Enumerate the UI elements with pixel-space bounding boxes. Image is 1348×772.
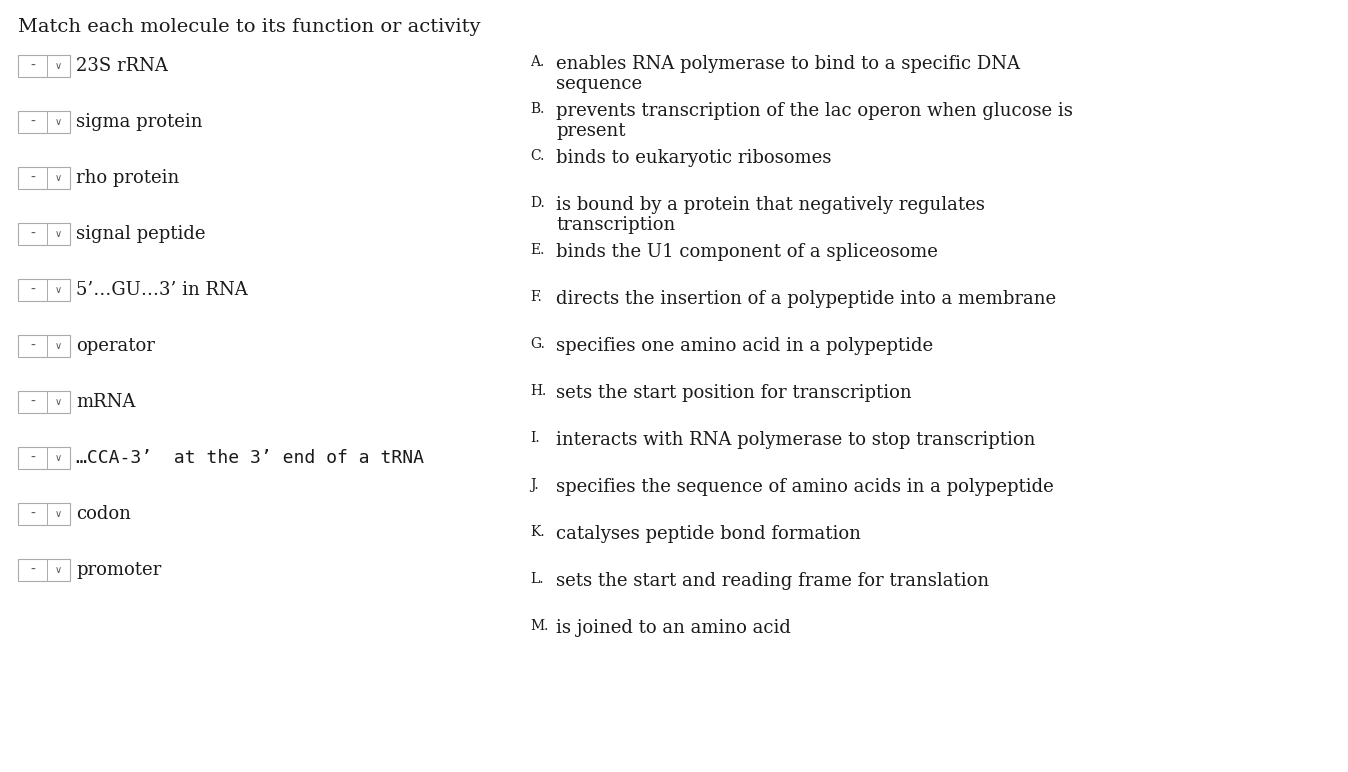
Text: rho protein: rho protein	[75, 169, 179, 187]
FancyBboxPatch shape	[18, 223, 70, 245]
Text: sigma protein: sigma protein	[75, 113, 202, 131]
FancyBboxPatch shape	[18, 447, 70, 469]
Text: -: -	[30, 339, 35, 353]
FancyBboxPatch shape	[18, 167, 70, 189]
Text: -: -	[30, 395, 35, 409]
FancyBboxPatch shape	[18, 335, 70, 357]
Text: sequence: sequence	[555, 75, 642, 93]
Text: codon: codon	[75, 505, 131, 523]
Text: binds to eukaryotic ribosomes: binds to eukaryotic ribosomes	[555, 149, 832, 167]
Text: -: -	[30, 227, 35, 241]
Text: A.: A.	[530, 55, 545, 69]
Text: F.: F.	[530, 290, 542, 304]
Text: B.: B.	[530, 102, 545, 116]
Text: enables RNA polymerase to bind to a specific DNA: enables RNA polymerase to bind to a spec…	[555, 55, 1020, 73]
Text: G.: G.	[530, 337, 545, 351]
Text: ∨: ∨	[54, 173, 62, 183]
Text: ∨: ∨	[54, 117, 62, 127]
Text: J.: J.	[530, 478, 539, 492]
Text: mRNA: mRNA	[75, 393, 135, 411]
Text: catalyses peptide bond formation: catalyses peptide bond formation	[555, 525, 861, 543]
FancyBboxPatch shape	[18, 503, 70, 525]
Text: ∨: ∨	[54, 285, 62, 295]
Text: E.: E.	[530, 243, 545, 257]
Text: ∨: ∨	[54, 453, 62, 463]
Text: binds the U1 component of a spliceosome: binds the U1 component of a spliceosome	[555, 243, 938, 261]
Text: L.: L.	[530, 572, 543, 586]
Text: C.: C.	[530, 149, 545, 163]
Text: -: -	[30, 563, 35, 577]
Text: present: present	[555, 122, 625, 140]
FancyBboxPatch shape	[18, 111, 70, 133]
Text: directs the insertion of a polypeptide into a membrane: directs the insertion of a polypeptide i…	[555, 290, 1055, 308]
Text: ∨: ∨	[54, 397, 62, 407]
Text: is bound by a protein that negatively regulates: is bound by a protein that negatively re…	[555, 196, 985, 214]
Text: sets the start and reading frame for translation: sets the start and reading frame for tra…	[555, 572, 989, 590]
Text: interacts with RNA polymerase to stop transcription: interacts with RNA polymerase to stop tr…	[555, 431, 1035, 449]
Text: 23S rRNA: 23S rRNA	[75, 57, 168, 75]
Text: I.: I.	[530, 431, 539, 445]
Text: transcription: transcription	[555, 216, 675, 234]
Text: Match each molecule to its function or activity: Match each molecule to its function or a…	[18, 18, 480, 36]
Text: K.: K.	[530, 525, 545, 539]
Text: ∨: ∨	[54, 229, 62, 239]
Text: -: -	[30, 507, 35, 521]
FancyBboxPatch shape	[18, 55, 70, 77]
Text: D.: D.	[530, 196, 545, 210]
FancyBboxPatch shape	[18, 559, 70, 581]
Text: specifies one amino acid in a polypeptide: specifies one amino acid in a polypeptid…	[555, 337, 933, 355]
Text: ∨: ∨	[54, 509, 62, 519]
Text: -: -	[30, 171, 35, 185]
Text: specifies the sequence of amino acids in a polypeptide: specifies the sequence of amino acids in…	[555, 478, 1054, 496]
Text: is joined to an amino acid: is joined to an amino acid	[555, 619, 791, 637]
Text: ∨: ∨	[54, 341, 62, 351]
Text: sets the start position for transcription: sets the start position for transcriptio…	[555, 384, 911, 402]
Text: operator: operator	[75, 337, 155, 355]
Text: -: -	[30, 59, 35, 73]
Text: -: -	[30, 115, 35, 129]
FancyBboxPatch shape	[18, 279, 70, 301]
Text: signal peptide: signal peptide	[75, 225, 205, 243]
Text: -: -	[30, 451, 35, 465]
Text: prevents transcription of the lac operon when glucose is: prevents transcription of the lac operon…	[555, 102, 1073, 120]
Text: …CCA-3’  at the 3’ end of a tRNA: …CCA-3’ at the 3’ end of a tRNA	[75, 449, 425, 467]
FancyBboxPatch shape	[18, 391, 70, 413]
Text: ∨: ∨	[54, 61, 62, 71]
Text: ∨: ∨	[54, 565, 62, 575]
Text: promoter: promoter	[75, 561, 162, 579]
Text: -: -	[30, 283, 35, 297]
Text: H.: H.	[530, 384, 546, 398]
Text: 5’…GU…3’ in RNA: 5’…GU…3’ in RNA	[75, 281, 248, 299]
Text: M.: M.	[530, 619, 549, 633]
